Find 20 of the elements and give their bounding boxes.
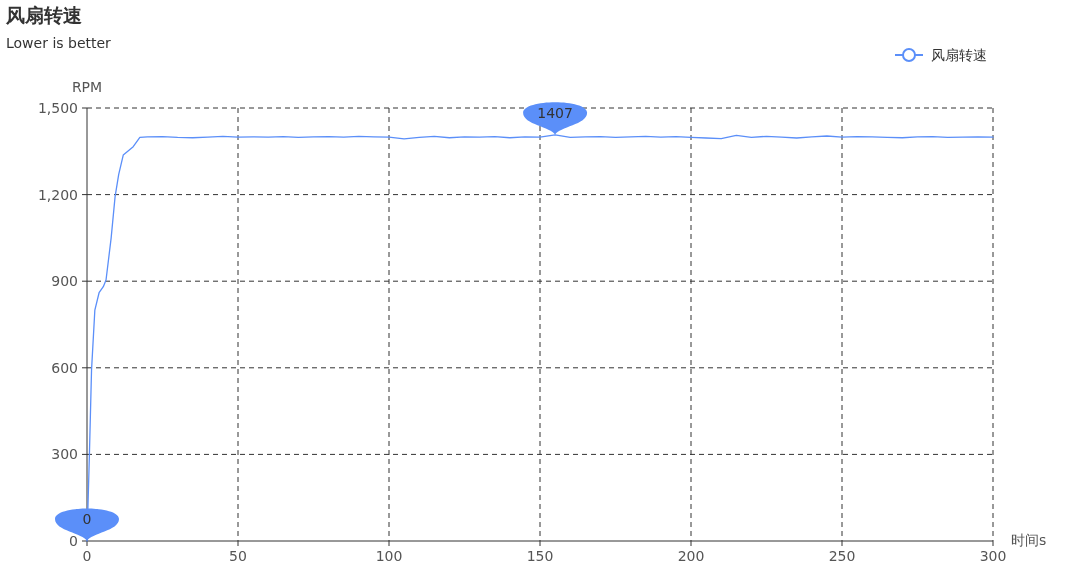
y-tick-label: 1,500 [37, 100, 78, 116]
chart-title: 风扇转速 [5, 4, 82, 26]
x-axis-title: 时间s [1011, 532, 1047, 548]
chart-subtitle: Lower is better [6, 35, 112, 51]
x-tick-label: 200 [677, 548, 705, 564]
x-tick-label: 250 [828, 548, 856, 564]
annotation: 0 [82, 511, 92, 527]
x-tick-label: 150 [526, 548, 554, 564]
x-tick-label: 300 [979, 548, 1007, 564]
y-tick-label: 600 [51, 359, 78, 376]
y-tick-label: 300 [51, 446, 78, 463]
legend-label: 风扇转速 [931, 47, 987, 63]
x-tick-label: 50 [229, 548, 247, 564]
y-axis-title: RPM [71, 79, 103, 95]
x-tick-label: 100 [375, 548, 403, 564]
y-tick-label: 900 [51, 273, 78, 290]
x-tick-label: 0 [82, 548, 92, 564]
y-tick-label: 0 [69, 533, 78, 549]
annotation: 1407 [537, 104, 573, 121]
y-tick-label: 1,200 [37, 186, 78, 203]
